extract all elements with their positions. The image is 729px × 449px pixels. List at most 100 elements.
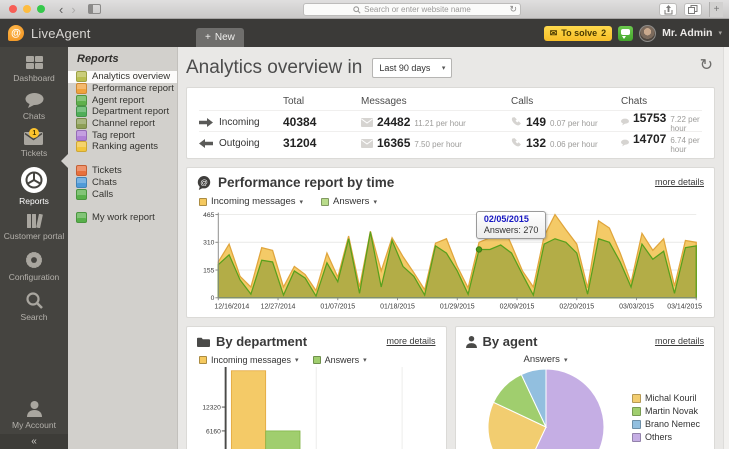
tab-overview-icon[interactable] [684,3,702,16]
chevron-down-icon: ▾ [373,198,377,206]
performance-report-icon [76,83,87,95]
user-avatar[interactable] [639,24,657,42]
ranking-agents-icon [76,141,87,153]
sidebar-item-search[interactable]: Search [21,292,47,322]
submenu-title: Reports [77,53,119,65]
reports-submenu: Reports Analytics overview Performance r… [68,47,178,449]
close-window-button[interactable] [9,5,17,13]
menu-item-ranking-agents[interactable]: Ranking agents [68,141,177,153]
chevron-down-icon: ▾ [299,198,303,206]
legend-swatch [631,419,641,429]
incoming-messages: 24482 [377,115,411,129]
analytics-overview-icon [76,71,87,83]
books-icon [26,214,43,228]
liveagent-logo-icon: @ [8,25,24,41]
menu-item-analytics-overview[interactable]: Analytics overview [68,71,177,83]
address-bar-placeholder: Search or enter website name [364,5,471,14]
menu-item-tickets[interactable]: Tickets [68,165,177,177]
legend-answers[interactable]: Answers ▾ [312,355,367,365]
agent-more-details-link[interactable]: more details [654,336,704,346]
agent-chart[interactable] [486,367,606,449]
app-header: @ LiveAgent + New ✉ To solve 2 Mr. Admin… [0,19,729,47]
address-bar[interactable]: Search or enter website name ↻ [303,3,521,16]
outgoing-total: 31204 [283,136,317,150]
sidebar-item-customer-portal[interactable]: Customer portal [4,214,64,241]
main-sidebar: Dashboard Chats 1 Tickets Reports Custom… [0,47,68,449]
department-chart[interactable]: 12320 6160 [197,367,436,449]
menu-item-calls[interactable]: Calls [68,188,177,200]
sidebar-item-tickets[interactable]: 1 Tickets [20,128,48,158]
sidebar-item-configuration[interactable]: Configuration [9,251,59,282]
new-button[interactable]: + New [196,28,244,47]
date-range-select[interactable]: Last 90 days ▾ [372,58,453,78]
window-controls[interactable] [9,5,45,13]
page-title: Analytics overview in [186,57,363,78]
share-icon[interactable] [659,3,677,16]
svg-text:03/03/2015: 03/03/2015 [619,303,654,310]
menu-item-channel-report[interactable]: Channel report [68,118,177,130]
search-icon [25,292,43,309]
legend-incoming-messages[interactable]: Incoming messages ▾ [199,196,303,207]
refresh-icon[interactable]: ↻ [699,57,713,74]
svg-text:03/14/2015: 03/14/2015 [667,303,702,310]
minimize-window-button[interactable] [23,5,31,13]
legend-answers[interactable]: Answers ▾ [321,196,377,207]
active-item-pointer [61,154,68,168]
legend-incoming-messages[interactable]: Incoming messages ▾ [199,355,299,365]
outgoing-calls: 132 [526,136,547,150]
menu-item-agent-report[interactable]: Agent report [68,94,177,106]
user-name[interactable]: Mr. Admin [662,27,713,39]
menu-item-performance-report[interactable]: Performance report [68,83,177,95]
reload-icon[interactable]: ↻ [509,4,517,14]
sidebar-toggle-icon[interactable] [87,4,101,14]
menu-item-department-report[interactable]: Department report [68,106,177,118]
col-messages: Messages [361,95,407,107]
chat-status-icon[interactable] [618,25,634,41]
legend-swatch [199,356,207,364]
svg-text:01/18/2015: 01/18/2015 [380,303,415,310]
main-content: Analytics overview in Last 90 days ▾ ↻ T… [178,47,723,449]
menu-item-tag-report[interactable]: Tag report [68,129,177,141]
department-report-icon [76,106,87,118]
to-solve-count: 2 [601,28,607,38]
sidebar-item-reports[interactable]: Reports [19,167,49,206]
calls-icon [511,138,521,147]
scrollbar-track[interactable] [723,47,729,449]
my-work-report-icon [76,212,87,224]
svg-text:12/16/2014: 12/16/2014 [214,303,249,310]
svg-text:@: @ [200,178,208,187]
dashboard-grid-icon [25,56,43,69]
performance-chart[interactable]: 465 310 155 012/16/2014 12/27/2014 01/07/2015… [197,209,704,313]
to-solve-badge[interactable]: ✉ To solve 2 [543,25,613,41]
tooltip-value: Answers: 270 [483,225,539,235]
new-tab-button[interactable]: + [709,2,723,17]
envelope-icon: ✉ [549,27,558,38]
department-more-details-link[interactable]: more details [386,336,436,346]
zoom-window-button[interactable] [37,5,45,13]
outgoing-messages: 16365 [377,136,411,150]
agent-metric-select[interactable]: Answers ▾ [523,354,568,365]
stats-row-outgoing: Outgoing 31204 16365 7.50 per hour 132 0… [199,131,702,154]
legend-swatch [199,197,207,206]
performance-more-details-link[interactable]: more details [654,177,704,187]
svg-text:12320: 12320 [202,404,221,411]
user-menu-caret-icon[interactable]: ▾ [718,30,722,37]
svg-text:0: 0 [211,295,215,302]
chevron-down-icon: ▾ [563,356,568,364]
legend-swatch [631,393,641,403]
agent-title: By agent [482,334,538,349]
sidebar-item-dashboard[interactable]: Dashboard [13,56,55,83]
forward-button[interactable]: › [71,1,76,17]
stats-summary-card: Total Messages Calls Chats Incoming 4038… [186,87,715,159]
menu-item-my-work-report[interactable]: My work report [68,212,177,224]
outgoing-chats: 14707 [632,132,667,146]
sidebar-item-my-account[interactable]: My Account [12,401,56,430]
chevron-down-icon: ▾ [363,357,367,364]
sidebar-item-chats[interactable]: Chats [23,93,45,121]
incoming-arrow-icon [199,117,213,127]
back-button[interactable]: ‹ [59,1,64,17]
collapse-sidebar-button[interactable]: « [0,434,68,449]
menu-item-chats[interactable]: Chats [68,176,177,189]
col-total: Total [283,95,305,107]
